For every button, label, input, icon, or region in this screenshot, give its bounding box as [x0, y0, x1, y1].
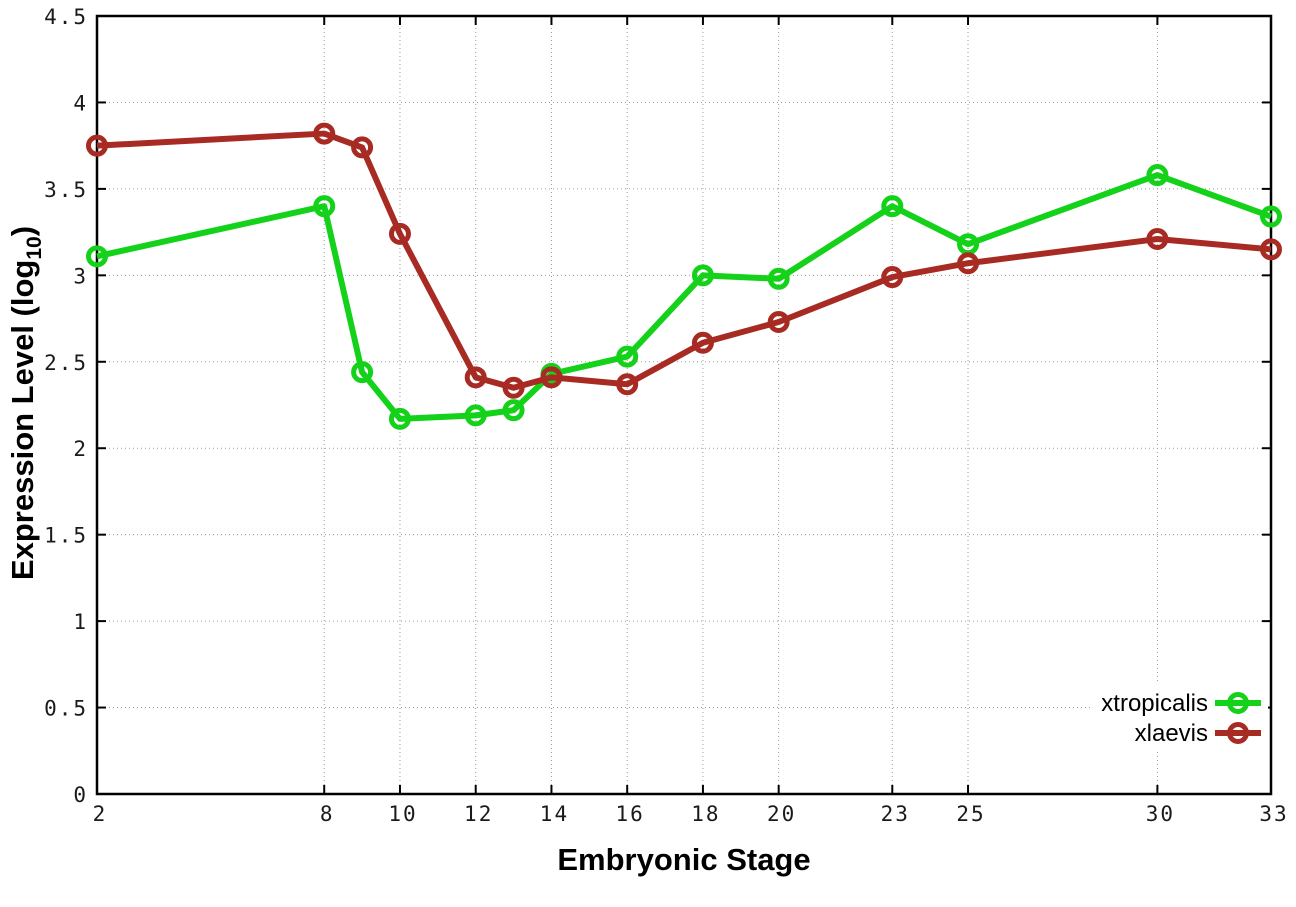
- data-point-xtropicalis: [86, 245, 108, 268]
- legend-label-xtropicalis: xtropicalis: [1101, 690, 1208, 717]
- y-tick-label: 3.5: [44, 178, 88, 202]
- series-line-xtropicalis: [96, 172, 1273, 422]
- data-point-xtropicalis: [616, 345, 639, 368]
- x-tick-label: 33: [1259, 802, 1288, 826]
- y-tick-label: 1.5: [44, 524, 88, 548]
- legend-sample-marker-xtropicalis: [1227, 692, 1249, 714]
- x-tick-label: 30: [1146, 802, 1175, 826]
- gridlines: [97, 16, 1271, 794]
- data-point-xlaevis: [616, 373, 639, 396]
- data-point-xlaevis: [502, 376, 525, 399]
- legend-label-xlaevis: xlaevis: [1135, 720, 1208, 747]
- x-tick-label: 14: [540, 802, 569, 826]
- data-point-xtropicalis: [1146, 164, 1169, 187]
- y-axis-title: Expression Level (log10): [5, 226, 46, 580]
- data-point-xtropicalis: [351, 361, 374, 384]
- legend: xtropicalis xlaevis: [1092, 683, 1268, 749]
- data-series: [86, 122, 1282, 430]
- x-tick-label: 10: [388, 802, 417, 826]
- y-tick-labels: 0 0.5 1 1.5 2 2.5 3 3.5 4 4.5: [44, 5, 88, 807]
- x-tick-label: 23: [881, 802, 910, 826]
- data-point-xtropicalis: [691, 264, 714, 287]
- x-tick-labels: 2 8 10 12 14 16 18 20 23 25 30 33: [93, 802, 1288, 826]
- y-tick-label: 1: [73, 610, 88, 634]
- data-point-xtropicalis: [767, 267, 790, 290]
- data-point-xtropicalis: [502, 399, 525, 422]
- data-point-xtropicalis: [881, 195, 904, 218]
- axis-ticks: [96, 15, 1272, 795]
- data-point-xlaevis: [957, 252, 980, 275]
- x-tick-label: 25: [956, 802, 985, 826]
- data-point-xlaevis: [86, 134, 108, 157]
- data-point-xlaevis: [1146, 228, 1169, 251]
- data-point-xtropicalis: [388, 407, 411, 430]
- data-point-xlaevis: [1260, 238, 1282, 261]
- y-tick-label: 4.5: [44, 5, 88, 29]
- legend-sample-marker-xlaevis: [1227, 722, 1249, 744]
- y-tick-label: 0: [73, 783, 88, 807]
- data-point-xtropicalis: [1260, 205, 1282, 228]
- y-tick-label: 0.5: [44, 697, 88, 721]
- x-tick-label: 12: [464, 802, 493, 826]
- x-tick-label: 18: [691, 802, 720, 826]
- data-point-xlaevis: [351, 136, 374, 159]
- series-line-xlaevis: [96, 130, 1272, 391]
- data-point-xlaevis: [767, 311, 790, 334]
- x-axis-title: Embryonic Stage: [557, 842, 810, 877]
- data-point-xlaevis: [691, 331, 714, 354]
- data-point-xlaevis: [313, 122, 336, 145]
- x-tick-label: 16: [616, 802, 645, 826]
- x-tick-label: 2: [93, 802, 108, 826]
- plot-border: [95, 14, 1273, 796]
- data-point-xlaevis: [388, 222, 411, 245]
- x-tick-label: 20: [767, 802, 796, 826]
- data-point-xtropicalis: [313, 195, 336, 218]
- y-tick-label: 3: [73, 264, 88, 288]
- y-tick-label: 2: [73, 437, 88, 461]
- y-tick-label: 4: [73, 91, 88, 115]
- data-point-xtropicalis: [464, 404, 487, 427]
- data-point-xlaevis: [464, 366, 487, 389]
- x-tick-label: 8: [320, 802, 335, 826]
- data-point-xlaevis: [540, 366, 563, 389]
- y-tick-label: 2.5: [44, 351, 88, 375]
- data-point-xlaevis: [881, 266, 904, 289]
